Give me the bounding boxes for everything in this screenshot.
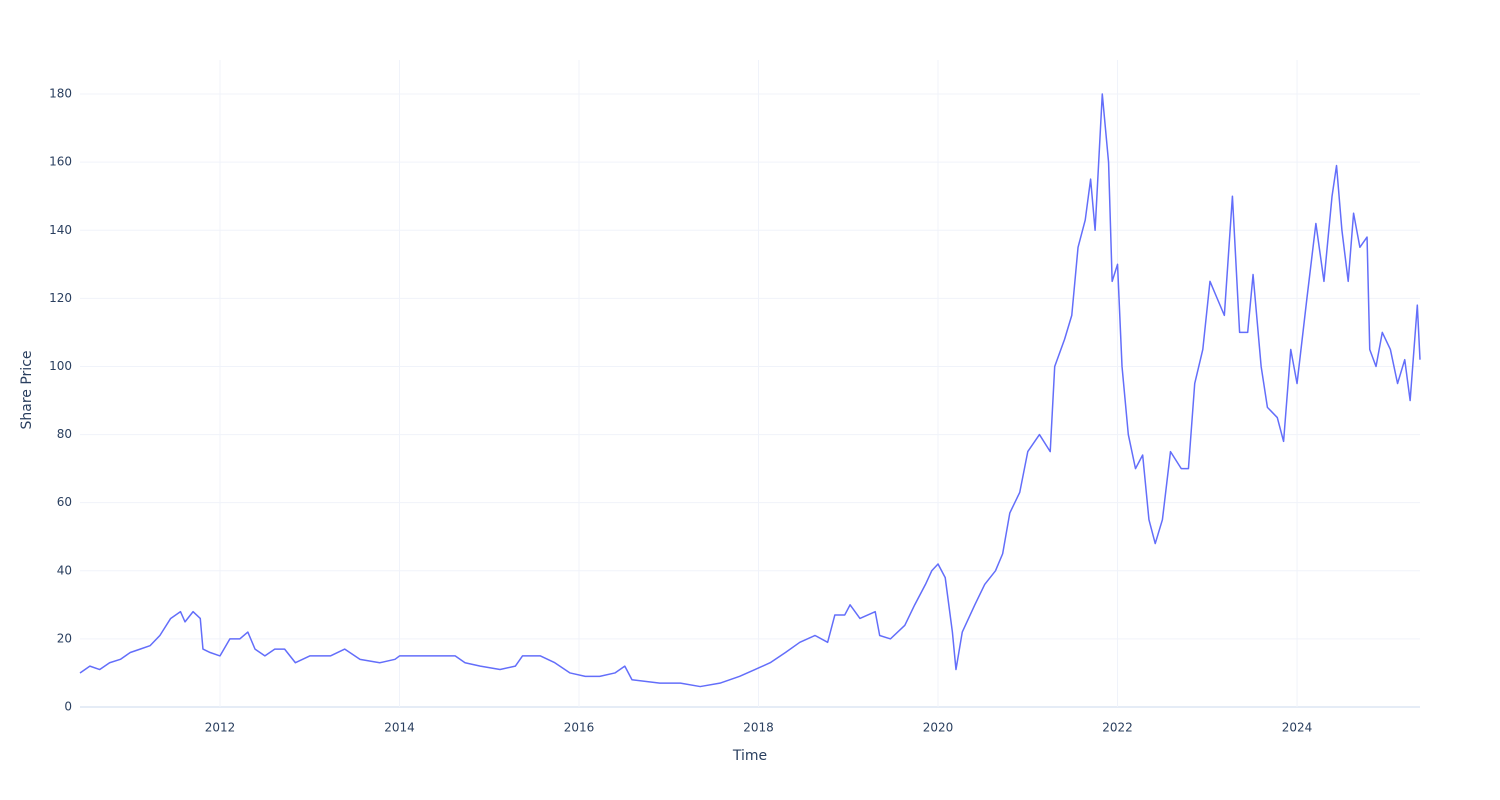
y-tick-label: 80	[57, 427, 72, 441]
y-tick-label: 180	[49, 87, 72, 101]
y-tick-label: 120	[49, 291, 72, 305]
x-tick-label: 2022	[1102, 721, 1133, 735]
price-line	[79, 93, 1421, 688]
y-tick-label: 140	[49, 223, 72, 237]
x-tick-label: 2018	[743, 721, 774, 735]
y-tick-label: 60	[57, 495, 72, 509]
x-tick-label: 2012	[205, 721, 236, 735]
y-tick-label: 20	[57, 631, 72, 645]
x-tick-label: 2014	[384, 721, 415, 735]
x-tick-label: 2024	[1282, 721, 1313, 735]
y-tick-label: 40	[57, 563, 72, 577]
y-tick-label: 0	[64, 700, 72, 714]
x-tick-label: 2016	[564, 721, 595, 735]
x-tick-label: 2020	[923, 721, 954, 735]
x-axis-title: Time	[732, 748, 767, 764]
y-axis-title: Share Price	[19, 350, 35, 429]
y-tick-label: 100	[49, 359, 72, 373]
y-tick-label: 160	[49, 155, 72, 169]
